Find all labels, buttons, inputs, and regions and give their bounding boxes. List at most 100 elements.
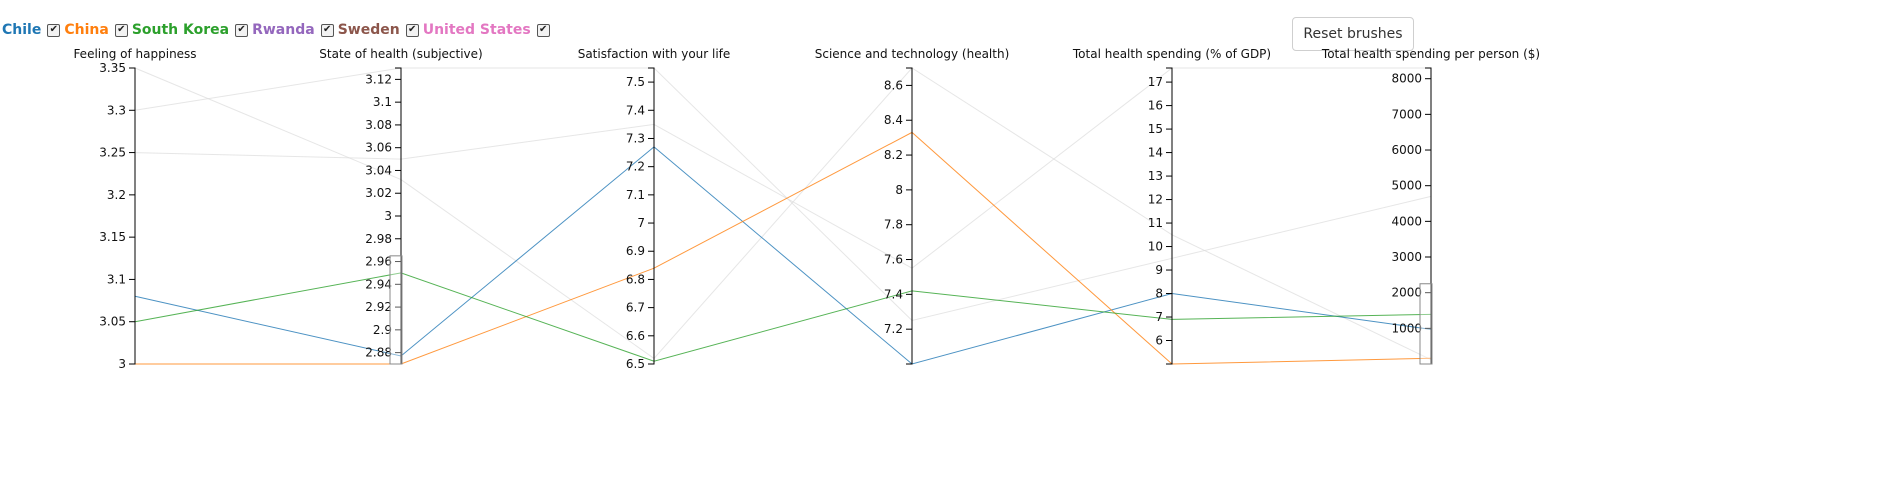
tick-label: 3.05	[99, 315, 126, 329]
background-line-sweden	[134, 67, 1432, 322]
tick-label: 7	[1155, 310, 1163, 324]
background-line-united-states	[134, 67, 1431, 269]
axis-title: Science and technology (health)	[815, 47, 1010, 61]
legend-label: Chile	[2, 22, 42, 38]
tick-label: 7.3	[626, 131, 645, 145]
tick-label: 3.25	[99, 146, 126, 160]
tick-label: 6000	[1391, 143, 1422, 157]
legend-item-south-korea[interactable]: South Korea ✔	[131, 22, 249, 38]
tick-label: 3000	[1391, 250, 1422, 264]
tick-label: 3.15	[99, 230, 126, 244]
tick-label: 6.7	[626, 301, 645, 315]
axis-total-health-spending-per-person[interactable]: Total health spending per person ($) 1000…	[1321, 47, 1540, 365]
tick-label: 3.1	[107, 272, 126, 286]
tick-label: 3.02	[365, 186, 392, 200]
legend-item-china[interactable]: China ✔	[64, 22, 128, 38]
tick-label: 11	[1148, 216, 1163, 230]
tick-label: 3.12	[365, 72, 392, 86]
tick-label: 3.06	[365, 141, 392, 155]
tick-label: 8.2	[884, 148, 903, 162]
tick-label: 1000	[1391, 321, 1422, 335]
series-line-china	[135, 131, 1432, 365]
tick-label: 8.4	[884, 113, 903, 127]
axis-science-and-technology-health[interactable]: Science and technology (health) 7.2 7.4 7.6…	[815, 47, 1010, 365]
legend-item-sweden[interactable]: Sweden ✔	[338, 22, 419, 38]
axis-title: Feeling of happiness	[73, 47, 196, 61]
axis-domain	[648, 67, 655, 365]
axis-title: Total health spending (% of GDP)	[1072, 47, 1271, 61]
tick-label: 7.4	[626, 103, 645, 117]
legend-label: Rwanda	[252, 22, 315, 38]
legend-label: South Korea	[131, 22, 230, 38]
axis-title: State of health (subjective)	[319, 47, 482, 61]
tick-label: 3.1	[373, 95, 392, 109]
tick-label: 13	[1148, 169, 1163, 183]
legend-item-united-states[interactable]: United States ✔	[423, 22, 550, 38]
tick-label: 3	[118, 357, 126, 371]
legend-checkbox[interactable]: ✔	[47, 23, 61, 37]
legend-item-chile[interactable]: Chile ✔	[2, 22, 61, 38]
tick-label: 7.2	[884, 322, 903, 336]
tick-label: 16	[1148, 99, 1163, 113]
tick-label: 9	[1155, 263, 1163, 277]
axis-feeling-of-happiness[interactable]: Feeling of happiness 3 3.05 3.1 3.15 3.2 3.25 3…	[73, 47, 196, 371]
axis-satisfaction-with-your-life[interactable]: Satisfaction with your life 6.5 6.6 6.7 6.8 6…	[578, 47, 731, 371]
tick-label: 3.2	[107, 188, 126, 202]
tick-label: 7.6	[884, 253, 903, 267]
axis-domain	[906, 67, 913, 365]
tick-label: 4000	[1391, 214, 1422, 228]
axis-state-of-health-subjective[interactable]: State of health (subjective) 2.88 2.9 2.92 2…	[319, 47, 483, 365]
tick-label: 7.5	[626, 75, 645, 89]
tick-label: 3	[384, 209, 392, 223]
brush-selection[interactable]	[389, 255, 403, 365]
tick-label: 6.8	[626, 272, 645, 286]
tick-label: 3.3	[107, 103, 126, 117]
tick-label: 6.6	[626, 329, 645, 343]
tick-label: 3.35	[99, 61, 126, 75]
foreground-lines	[134, 131, 1432, 365]
tick-label: 7.2	[626, 160, 645, 174]
legend-item-rwanda[interactable]: Rwanda ✔	[252, 22, 334, 38]
legend-checkbox[interactable]: ✔	[114, 23, 128, 37]
legend: Chile ✔ China ✔ South Korea ✔ Rwanda ✔ Sweden ✔ Un…	[2, 20, 554, 40]
axis-total-health-spending-of-gdp[interactable]: Total health spending (% of GDP) 6 7 8 9 10 11…	[1072, 47, 1271, 365]
legend-checkbox[interactable]: ✔	[235, 23, 249, 37]
axis-title: Total health spending per person ($)	[1321, 47, 1540, 61]
legend-checkbox[interactable]: ✔	[405, 23, 419, 37]
series-line-south-korea	[134, 272, 1432, 362]
tick-label: 7.4	[884, 287, 903, 301]
axes: Feeling of happiness 3 3.05 3.1 3.15 3.2 3.25 3…	[73, 47, 1540, 371]
tick-label: 2.88	[365, 346, 392, 360]
tick-label: 6	[1155, 334, 1163, 348]
series-line-chile	[134, 146, 1432, 365]
tick-label: 8	[1155, 287, 1163, 301]
brush-selection[interactable]	[1419, 283, 1433, 365]
background-lines	[134, 67, 1432, 361]
legend-checkbox[interactable]: ✔	[320, 23, 334, 37]
tick-label: 3.08	[365, 118, 392, 132]
legend-checkbox[interactable]: ✔	[536, 23, 550, 37]
tick-label: 7.8	[884, 218, 903, 232]
reset-brushes-button[interactable]: Reset brushes	[1292, 17, 1414, 51]
background-line-rwanda	[134, 67, 1432, 361]
tick-label: 10	[1148, 240, 1163, 254]
axis-domain	[129, 67, 136, 365]
tick-label: 14	[1148, 146, 1163, 160]
tick-label: 2.96	[365, 255, 392, 269]
tick-label: 2000	[1391, 286, 1422, 300]
tick-label: 6.5	[626, 357, 645, 371]
tick-label: 5000	[1391, 179, 1422, 193]
legend-label: China	[64, 22, 109, 38]
tick-label: 2.92	[365, 300, 392, 314]
tick-label: 8.6	[884, 78, 903, 92]
tick-label: 2.9	[373, 323, 392, 337]
axis-title: Satisfaction with your life	[578, 47, 731, 61]
legend-label: Sweden	[337, 22, 400, 38]
tick-label: 15	[1148, 122, 1163, 136]
legend-label: United States	[422, 22, 531, 38]
tick-label: 2.94	[365, 277, 392, 291]
tick-label: 8	[895, 183, 903, 197]
tick-label: 3.04	[365, 163, 392, 177]
tick-label: 8000	[1391, 72, 1422, 86]
tick-label: 7000	[1391, 107, 1422, 121]
